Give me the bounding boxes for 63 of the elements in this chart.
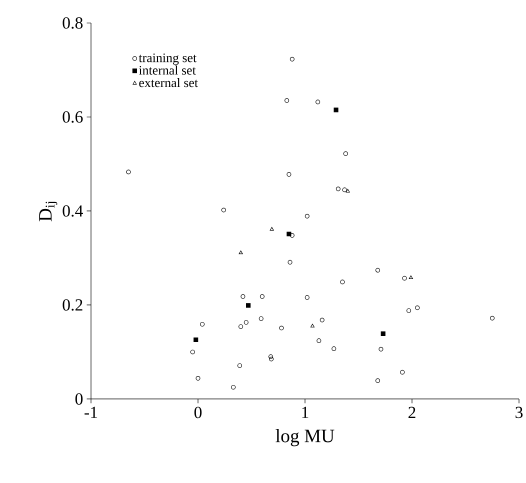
point: [284, 98, 290, 103]
point: [336, 186, 340, 192]
point: [400, 370, 405, 374]
legend-label: internal set: [138, 66, 196, 75]
legend-label: external set: [139, 78, 198, 88]
point: [340, 280, 345, 284]
point: [304, 214, 310, 218]
x-axis-title: log MU: [276, 429, 334, 446]
y-tick-label: 0.2: [62, 299, 82, 311]
point: [316, 100, 320, 104]
point: [406, 308, 412, 313]
point: [490, 316, 495, 320]
point: [246, 303, 251, 308]
y-tick-label: 0.4: [62, 205, 83, 217]
y-axis-title: D$_{ij}$: [39, 202, 58, 222]
point: [310, 324, 315, 328]
x-tick-label: 3: [516, 406, 523, 418]
point: [269, 356, 274, 362]
point: [375, 268, 380, 272]
point: [288, 260, 292, 265]
point: [238, 324, 244, 329]
y-tick-label: 0.8: [62, 17, 83, 29]
point: [415, 306, 420, 310]
point: [316, 338, 322, 343]
point: [378, 346, 384, 352]
point: [221, 208, 226, 212]
legend-label: training set: [138, 53, 197, 65]
point: [343, 151, 348, 156]
point: [238, 250, 243, 254]
point: [402, 276, 407, 280]
point: [268, 354, 274, 359]
point: [320, 318, 324, 322]
point: [286, 232, 292, 236]
point: [196, 376, 200, 381]
point: [332, 346, 336, 351]
point: [126, 170, 131, 174]
point: [194, 337, 198, 342]
point: [408, 275, 413, 280]
x-tick-label: 1: [302, 406, 308, 418]
y-tick-label: 0: [75, 393, 83, 405]
point: [190, 350, 195, 354]
x-tick-label: 0: [194, 406, 202, 418]
x-tick-label: -1: [84, 406, 98, 418]
point: [244, 320, 248, 325]
point: [270, 227, 274, 231]
point: [342, 188, 347, 192]
point: [240, 294, 246, 299]
point: [290, 56, 294, 62]
point: [290, 233, 294, 238]
point: [258, 316, 264, 321]
x-tick-label: 2: [408, 406, 416, 418]
y-tick-label: 0.6: [62, 111, 83, 123]
point: [375, 378, 380, 383]
point: [286, 172, 292, 177]
point: [334, 108, 338, 112]
point: [260, 294, 264, 299]
point: [237, 363, 242, 368]
point: [304, 295, 310, 300]
point: [200, 322, 205, 327]
point: [346, 188, 350, 193]
point: [380, 331, 386, 336]
point: [231, 384, 236, 390]
point: [279, 326, 284, 330]
